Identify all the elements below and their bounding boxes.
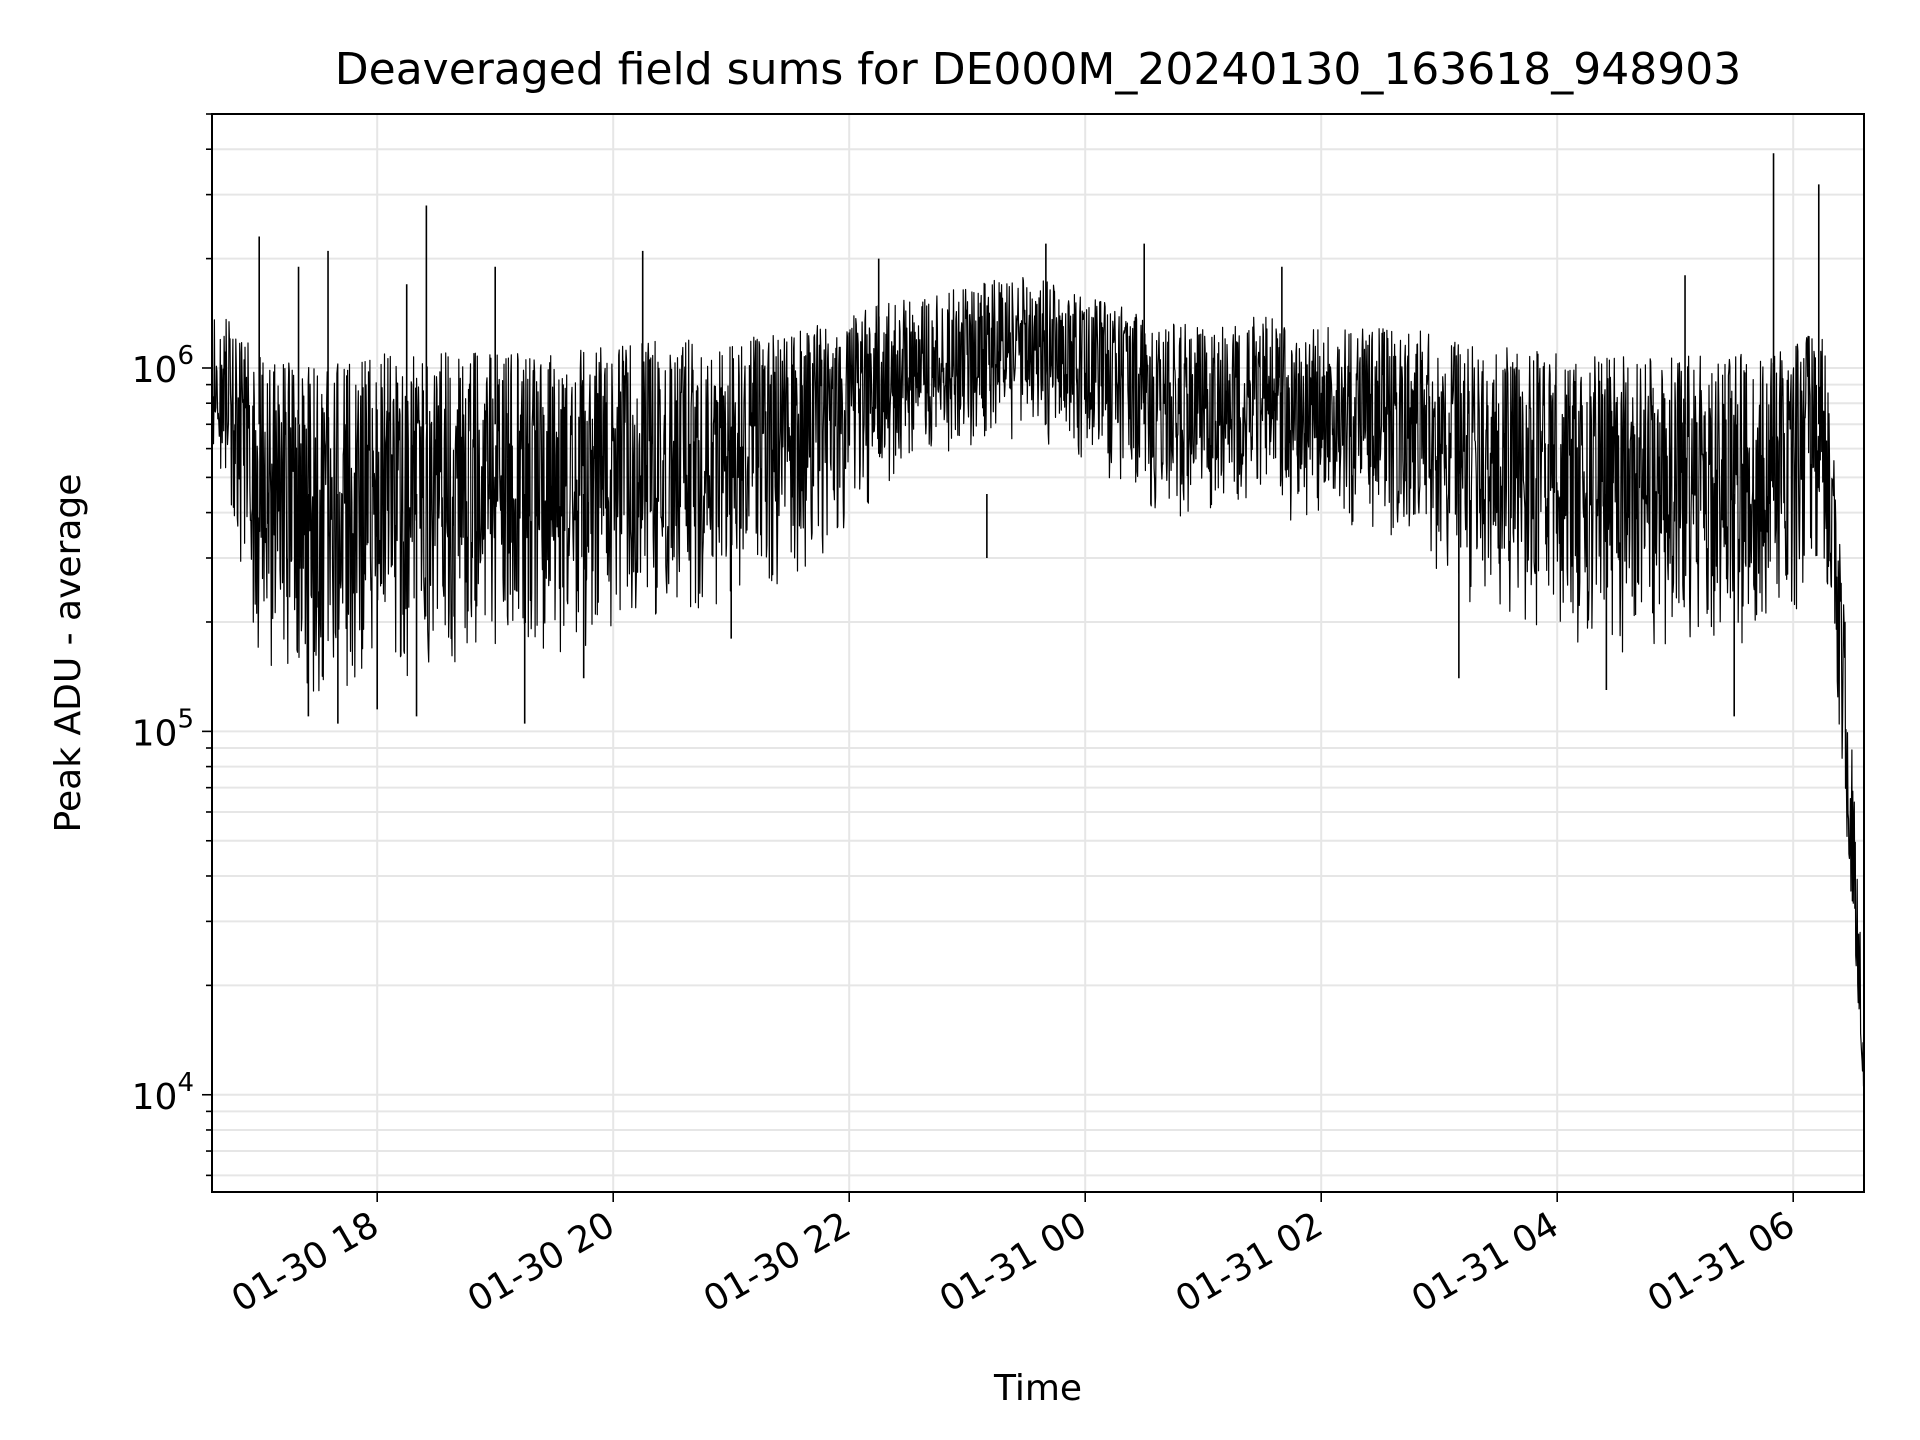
x-tick-label: 01-31 00 [933,1204,1094,1320]
x-tick-label: 01-30 22 [697,1204,858,1320]
x-tick-label: 01-30 20 [461,1204,622,1320]
x-tick-label: 01-31 02 [1169,1204,1330,1320]
y-axis-ticks: 104 105 106 [132,113,212,1177]
y-tick-label: 104 [132,1068,194,1118]
y-tick-label: 105 [132,704,194,754]
x-axis-label: Time [993,1368,1082,1409]
y-axis-label: Peak ADU - average [48,474,89,833]
y-tick-label: 106 [132,341,194,391]
grid-lines [212,113,1864,1192]
series-line [211,277,1865,1087]
x-tick-label: 01-31 06 [1641,1204,1802,1320]
x-tick-label: 01-31 04 [1405,1204,1566,1320]
plot-area [211,153,1865,1087]
axes-frame [211,113,1865,1193]
x-axis-ticks: 01-30 18 01-30 20 01-30 22 01-31 00 01-31 02… [225,1192,1802,1321]
chart-title: Deaveraged field sums for DE000M_2024013… [335,44,1742,95]
x-tick-label: 01-30 18 [225,1204,386,1320]
